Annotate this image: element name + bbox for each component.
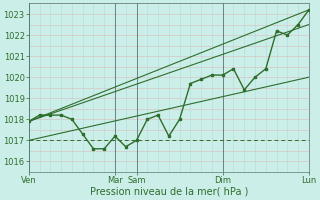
X-axis label: Pression niveau de la mer( hPa ): Pression niveau de la mer( hPa ) xyxy=(90,187,248,197)
